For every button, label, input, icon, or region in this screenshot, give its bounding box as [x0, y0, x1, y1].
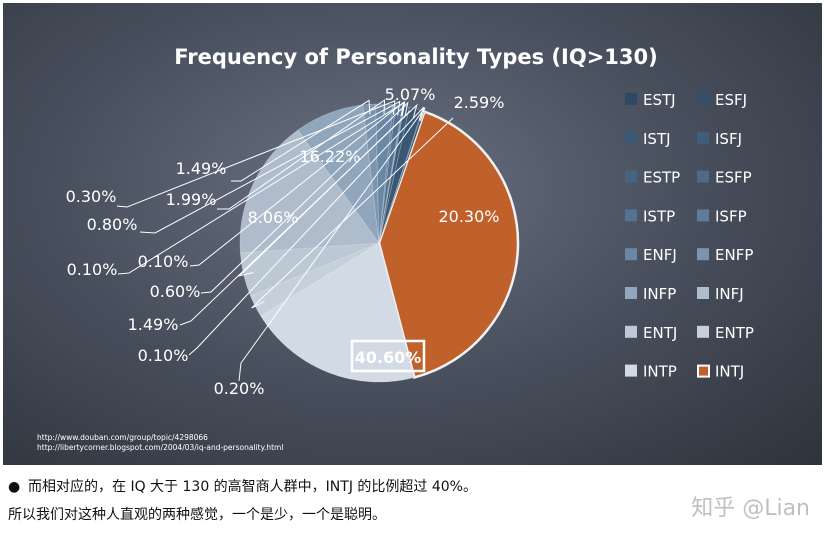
data-label-entj: 5.07%: [385, 85, 436, 104]
data-label-esfp: 0.10%: [138, 252, 189, 271]
data-label-infp: 8.06%: [248, 208, 299, 227]
caption-line-1: ● 而相对应的，在 IQ 大于 130 的高智商人群中，INTJ 的比例超过 40…: [8, 476, 477, 496]
leader-line-esfp: [189, 100, 405, 267]
data-label-enfp: 1.49%: [176, 159, 227, 178]
legend-swatch-intp: [625, 364, 637, 377]
chart-title: Frequency of Personality Types (IQ>130): [174, 45, 657, 69]
legend-label-isfj: ISFJ: [715, 130, 742, 148]
legend-label-enfp: ENFP: [715, 246, 753, 264]
legend-swatch-isfj: [697, 131, 709, 144]
legend-swatch-estp: [625, 170, 637, 183]
data-label-istp: 0.80%: [87, 215, 138, 234]
legend-swatch-infp: [625, 287, 637, 299]
chart-panel: Frequency of Personality Types (IQ>130) 4…: [3, 3, 822, 465]
slice-intj: [377, 110, 520, 379]
legend-label-istj: ISTJ: [643, 130, 671, 148]
data-label-istj: 1.49%: [128, 315, 179, 334]
caption: ● 而相对应的，在 IQ 大于 130 的高智商人群中，INTJ 的比例超过 40…: [0, 470, 828, 537]
slice-intp: [260, 242, 415, 383]
pie-chart: Frequency of Personality Types (IQ>130) 4…: [37, 45, 754, 452]
data-label-estp: 0.10%: [67, 260, 118, 279]
data-label-isfj: 0.60%: [150, 282, 201, 301]
legend-swatch-isfp: [697, 209, 709, 222]
watermark: 知乎 @Lian: [691, 496, 810, 521]
legend-label-entp: ENTP: [715, 324, 754, 342]
legend-swatch-infj: [697, 287, 709, 299]
legend-label-entj: ENTJ: [643, 324, 677, 342]
data-label-estj: 0.20%: [214, 379, 265, 398]
legend-label-estj: ESTJ: [643, 91, 676, 109]
legend-label-infj: INFJ: [715, 285, 744, 303]
caption-text-1: 而相对应的，在 IQ 大于 130 的高智商人群中，INTJ 的比例超过 40%…: [28, 479, 477, 495]
bullet-icon: ●: [8, 479, 21, 495]
data-label-esfj: 0.10%: [138, 346, 189, 365]
leader-line-entp: [251, 117, 454, 309]
slice-infj: [239, 129, 380, 254]
leader-line-estj: [238, 107, 426, 382]
legend-swatch-entj: [625, 325, 637, 338]
source-url-1: http://www.douban.com/group/topic/429806…: [37, 433, 208, 442]
leader-line-esfj: [188, 106, 425, 356]
caption-line-2: 所以我们对这种人直观的两种感觉，一个是少，一个是聪明。: [8, 507, 386, 523]
data-label-entp: 2.59%: [454, 93, 505, 112]
legend-label-estp: ESTP: [643, 169, 680, 187]
legend-swatch-esfj: [697, 93, 709, 105]
data-label-enfj: 1.99%: [166, 190, 217, 209]
data-label-intp: 20.30%: [438, 207, 499, 226]
legend-swatch-enfp: [697, 248, 709, 261]
data-label-intj: 40.60%: [355, 348, 422, 367]
legend-swatch-entp: [697, 325, 709, 338]
data-label-box-intj: [350, 339, 426, 373]
leader-line-istj: [179, 103, 418, 326]
data-label-isfp: 0.30%: [66, 187, 117, 206]
data-label-infj: 16.22%: [299, 147, 360, 166]
legend-label-infp: INFP: [643, 285, 676, 303]
legend-label-enfj: ENFJ: [643, 246, 677, 264]
legend-swatch-enfj: [625, 248, 637, 261]
leader-line-isfj: [200, 101, 409, 294]
legend-label-intp: INTP: [643, 363, 677, 381]
legend-label-istp: ISTP: [643, 207, 675, 225]
legend-swatch-istp: [625, 209, 637, 222]
legend-swatch-istj: [625, 131, 637, 144]
leader-line-istp: [139, 100, 401, 234]
legend-label-esfj: ESFJ: [715, 91, 747, 109]
leader-line-enfp: [231, 99, 371, 182]
legend-label-intj: INTJ: [715, 363, 744, 381]
legend-swatch-intj: [697, 364, 710, 378]
leader-line-isfp: [116, 100, 396, 208]
source-url-2: http://libertycorner.blogspot.com/2004/0…: [37, 443, 283, 452]
legend-label-isfp: ISFP: [715, 207, 747, 225]
legend-label-esfp: ESFP: [715, 169, 752, 187]
leader-line-enfj: [217, 99, 386, 210]
legend-swatch-estj: [625, 93, 637, 105]
leader-line-estp: [117, 101, 406, 275]
legend-swatch-esfp: [697, 170, 709, 183]
